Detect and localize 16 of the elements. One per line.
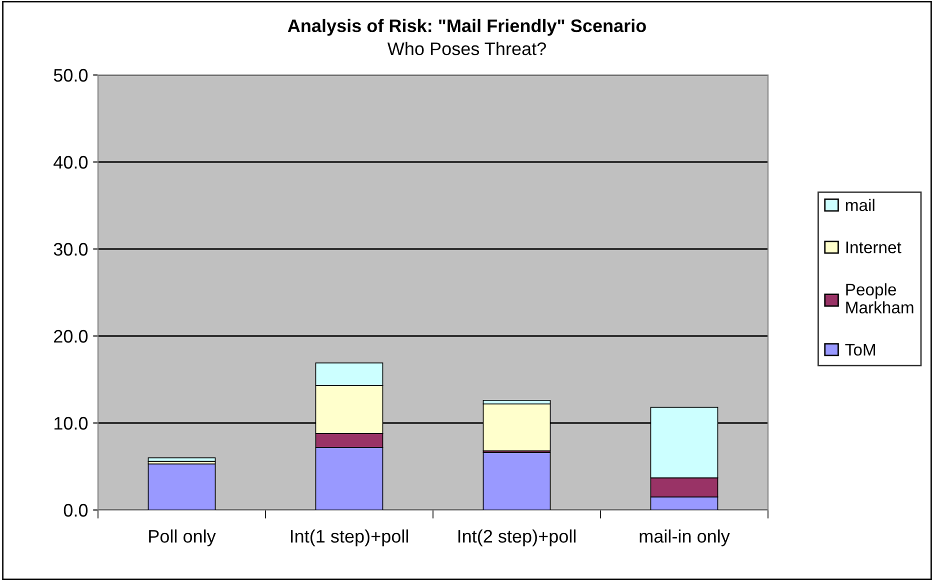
y-tick-label: 40.0 <box>54 156 88 169</box>
y-tick-label: 0.0 <box>64 504 88 517</box>
legend-label: ToM <box>845 344 875 356</box>
chart-title: Analysis of Risk: "Mail Friendly" Scenario <box>288 18 646 36</box>
x-tick-label: Poll only <box>149 529 216 546</box>
x-tick-label: Int(1 step)+poll <box>290 529 408 546</box>
chart-subtitle: Who Poses Threat? <box>387 42 546 56</box>
y-tick-label: 30.0 <box>54 242 88 256</box>
x-tick-label: mail-in only <box>640 529 730 546</box>
y-tick-label: 20.0 <box>54 330 88 343</box>
x-tick-label: Int(2 step)+poll <box>458 529 576 546</box>
legend-label: People Markham <box>846 283 914 314</box>
y-tick-label: 50.0 <box>54 68 88 82</box>
legend-label: Internet <box>846 242 902 254</box>
legend-label: mail <box>846 198 874 212</box>
y-tick-label: 10.0 <box>54 416 88 430</box>
